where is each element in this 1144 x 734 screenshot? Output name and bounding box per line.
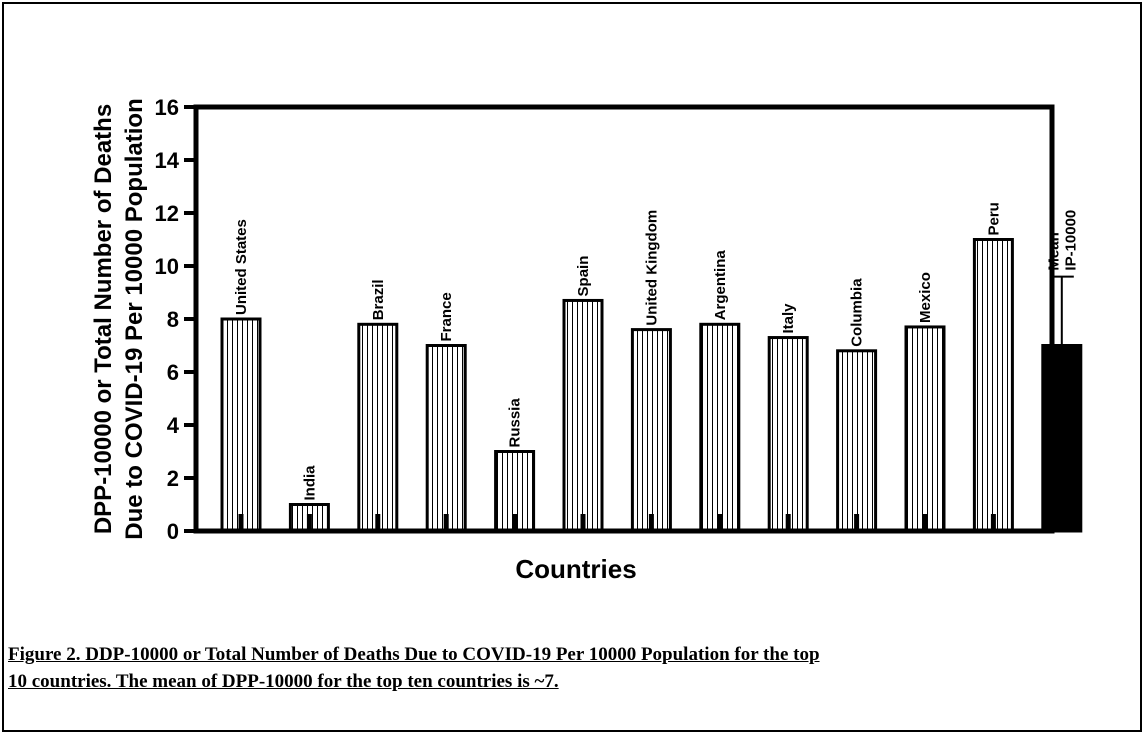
bar-base-mark	[922, 514, 928, 529]
bar-base-mark	[512, 514, 518, 529]
bar-base-mark	[580, 514, 586, 529]
bar-label: Italy	[780, 303, 797, 334]
bar-label: Columbia	[849, 278, 866, 347]
bar-label: India	[301, 465, 318, 501]
y-tick-label: 6	[167, 360, 179, 385]
bar-label: Brazil	[370, 279, 387, 320]
bar-label: France	[438, 292, 455, 341]
bar	[425, 344, 467, 533]
y-axis-title-line-2: Due to COVID-19 Per 10000 Population	[121, 98, 148, 539]
bar-base-mark	[785, 514, 791, 529]
bar	[357, 322, 399, 533]
y-tick-label: 4	[167, 413, 180, 438]
axes-group: 0 2 4 6 8 10 12 14 16	[155, 95, 1055, 544]
bar-base-mark	[443, 514, 449, 529]
bar	[699, 322, 741, 533]
bar-label: Mexico	[917, 272, 934, 323]
bar-group-7: Argentina	[699, 250, 741, 533]
bar-label: Argentina	[712, 250, 729, 321]
bar-group-6: United Kingdom	[630, 210, 672, 533]
bar-base-mark	[238, 514, 244, 529]
bar-base-mark	[990, 514, 996, 529]
y-axis-title: DPP-10000 or Total Number of Deaths Due t…	[90, 98, 148, 539]
bar-base-mark	[717, 514, 723, 529]
bar	[630, 328, 672, 533]
bar-group-12: Mean IP-10000	[1041, 210, 1083, 533]
bar-group-4: Russia	[494, 398, 536, 533]
bar-label: Spain	[575, 256, 592, 297]
y-tick-label: 16	[155, 95, 179, 120]
bar-group-9: Columbia	[836, 278, 878, 533]
y-tick-label: 12	[155, 201, 179, 226]
y-tick-label: 0	[167, 519, 179, 544]
bar	[836, 349, 878, 533]
bar-base-mark	[375, 514, 381, 529]
bar-base-mark	[648, 514, 654, 529]
bar-group-5: Spain	[562, 256, 604, 533]
bar-label: United Kingdom	[643, 210, 660, 326]
bar	[767, 336, 809, 533]
bar	[220, 317, 262, 533]
bar-group-2: Brazil	[357, 279, 399, 533]
bar-base-mark	[854, 514, 860, 529]
bar-label: United States	[233, 219, 250, 315]
bar	[972, 238, 1014, 533]
y-axis-title-line-1: DPP-10000 or Total Number of Deaths	[90, 104, 117, 534]
bar-label: IP-10000	[1062, 210, 1079, 271]
y-tick-label: 14	[155, 148, 180, 173]
bar-group-10: Mexico	[904, 272, 946, 533]
figure-caption: Figure 2. DDP-10000 or Total Number of D…	[8, 644, 820, 692]
y-tick-label: 2	[167, 466, 179, 491]
bar-group-11: Peru	[972, 202, 1014, 533]
bar-label: Russia	[507, 398, 524, 448]
bar-group-0: United States	[220, 219, 262, 533]
bar-base-mark	[306, 514, 312, 529]
bar	[562, 298, 604, 533]
bar-chart: DPP-10000 or Total Number of Deaths Due t…	[90, 95, 1083, 584]
mean-bar	[1041, 344, 1083, 533]
bar-group-1: India	[288, 465, 330, 533]
bar-group-3: France	[425, 292, 467, 533]
y-tick-label: 10	[155, 254, 179, 279]
y-tick-label: 8	[167, 307, 179, 332]
bar-label: Peru	[985, 202, 1002, 235]
bar	[904, 325, 946, 533]
x-axis-title: Countries	[515, 554, 636, 584]
bars-group: United States India Brazil France Russia Spai…	[220, 202, 1083, 533]
bar-group-8: Italy	[767, 303, 809, 533]
